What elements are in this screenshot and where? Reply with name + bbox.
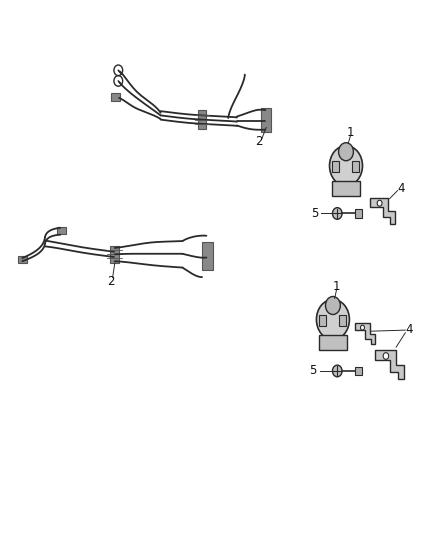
FancyBboxPatch shape [354, 367, 361, 375]
Text: 1: 1 [346, 126, 353, 140]
FancyBboxPatch shape [201, 242, 212, 270]
Text: 1: 1 [332, 280, 339, 293]
Polygon shape [354, 324, 374, 344]
Circle shape [376, 200, 381, 206]
Text: 5: 5 [308, 365, 316, 377]
Circle shape [316, 300, 349, 340]
Circle shape [382, 353, 388, 359]
FancyBboxPatch shape [318, 335, 346, 350]
FancyBboxPatch shape [18, 256, 27, 263]
FancyBboxPatch shape [332, 161, 338, 172]
Circle shape [332, 365, 341, 377]
Text: 5: 5 [310, 207, 318, 220]
Circle shape [325, 296, 339, 314]
FancyBboxPatch shape [338, 315, 345, 326]
FancyBboxPatch shape [351, 161, 358, 172]
Polygon shape [369, 198, 394, 223]
Polygon shape [374, 350, 403, 379]
Circle shape [338, 143, 353, 161]
Text: 4: 4 [396, 182, 404, 195]
FancyBboxPatch shape [332, 181, 359, 196]
Text: 2: 2 [254, 135, 262, 148]
FancyBboxPatch shape [197, 110, 206, 130]
FancyBboxPatch shape [318, 315, 325, 326]
Circle shape [332, 208, 341, 219]
FancyBboxPatch shape [110, 246, 119, 263]
FancyBboxPatch shape [260, 109, 271, 132]
FancyBboxPatch shape [354, 209, 361, 217]
FancyBboxPatch shape [57, 227, 66, 234]
Circle shape [360, 325, 364, 330]
FancyBboxPatch shape [111, 93, 120, 101]
Circle shape [329, 146, 362, 186]
Text: 4: 4 [404, 322, 412, 336]
Text: 2: 2 [106, 275, 114, 288]
